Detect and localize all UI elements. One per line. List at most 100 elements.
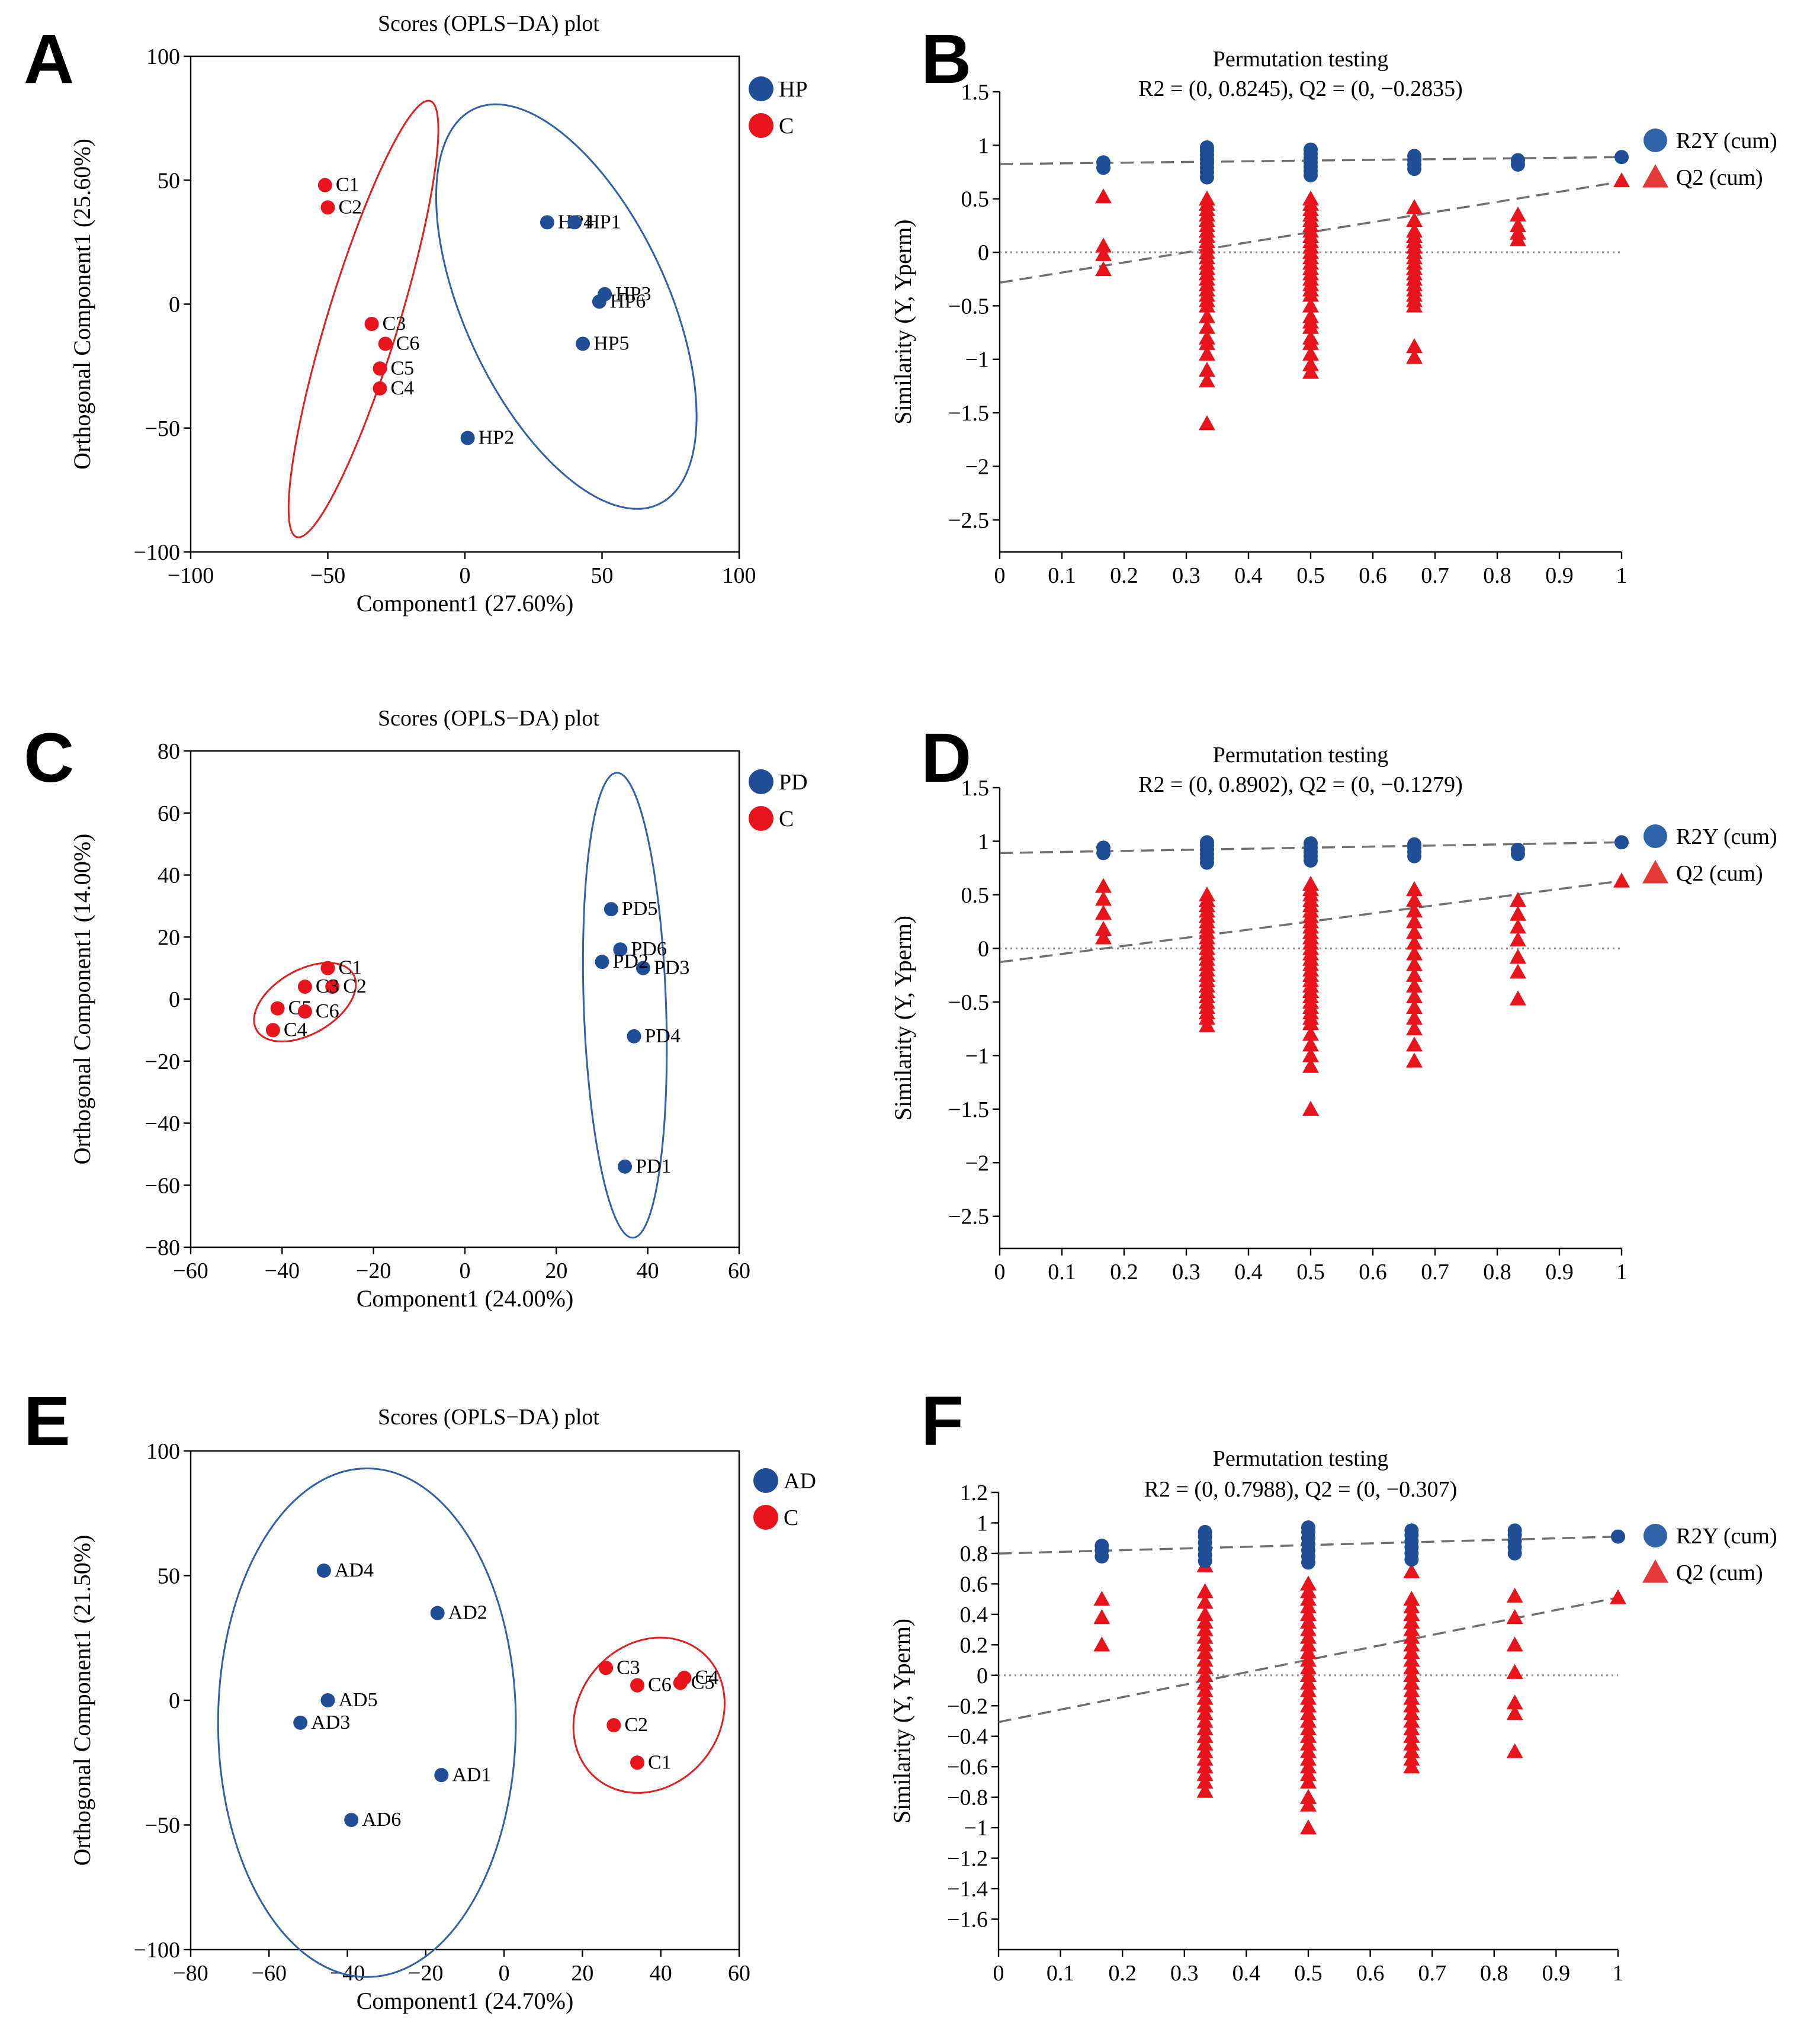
x-tick-label: 0.4 — [1234, 1260, 1263, 1285]
q2-point — [1403, 1606, 1420, 1622]
q2-point — [1406, 988, 1423, 1004]
q2-point — [1196, 1766, 1214, 1781]
y-tick-label: 0.5 — [961, 883, 990, 908]
x-tick-label: 0.5 — [1296, 1260, 1325, 1285]
q2-point — [1509, 948, 1526, 964]
confidence-ellipse — [253, 962, 357, 1043]
score-point — [606, 1718, 621, 1733]
q2-point — [1509, 231, 1526, 246]
legend-label: R2Y (cum) — [1676, 824, 1777, 849]
legend-marker — [749, 113, 773, 138]
q2-point — [1403, 1728, 1420, 1743]
q2-point — [1506, 1705, 1523, 1720]
q2-point — [1403, 1697, 1420, 1713]
point-label: HP2 — [479, 426, 514, 448]
legend-label: C — [779, 807, 794, 831]
q2-point — [1509, 964, 1526, 979]
point-label: HP3 — [615, 283, 651, 305]
r2-point — [1096, 155, 1111, 170]
q2-point — [1196, 1659, 1214, 1675]
y-axis-label: Similarity (Y, Yperm) — [888, 1619, 915, 1823]
q2-point — [1403, 1751, 1420, 1766]
x-tick-label: −40 — [330, 1961, 365, 1986]
q2-point — [1300, 1743, 1317, 1758]
y-tick-label: 0 — [977, 1664, 988, 1688]
x-tick-label: 0 — [499, 1961, 510, 1986]
q2-point — [1403, 1713, 1420, 1728]
confidence-ellipse — [287, 99, 439, 538]
y-tick-label: 20 — [158, 925, 180, 950]
x-tick-label: 100 — [723, 563, 756, 588]
x-tick-label: 0.2 — [1108, 1961, 1137, 1986]
q2-point — [1095, 878, 1112, 893]
score-point — [325, 980, 340, 994]
q2-point — [1406, 891, 1423, 907]
legend-marker — [749, 76, 773, 101]
q2-point — [1300, 1667, 1317, 1682]
legend-marker — [1642, 860, 1668, 884]
q2-point — [1506, 1743, 1523, 1758]
x-tick-label: 0.7 — [1418, 1961, 1446, 1986]
q2-point — [1509, 206, 1526, 222]
legend-marker — [753, 1505, 778, 1530]
chart-title: Permutation testing — [1213, 47, 1389, 72]
y-tick-label: −2.5 — [948, 508, 989, 533]
q2-point — [1302, 297, 1319, 313]
chart-title: Permutation testing — [1213, 1446, 1389, 1471]
score-point — [297, 980, 312, 994]
q2-point — [1406, 1020, 1423, 1036]
q2-point — [1406, 903, 1423, 918]
q2-point — [1300, 1652, 1317, 1667]
y-tick-label: 1.2 — [960, 1481, 988, 1505]
q2-point — [1300, 1690, 1317, 1705]
q2-point — [1403, 1636, 1420, 1652]
y-tick-label: −100 — [134, 1938, 180, 1963]
y-axis-label: Orthogonal Component1 (21.50%) — [69, 1535, 95, 1866]
confidence-ellipse — [582, 772, 668, 1239]
x-tick-label: 0 — [994, 563, 1006, 588]
y-tick-label: −1.2 — [947, 1847, 988, 1871]
point-label: C6 — [648, 1674, 672, 1696]
legend-marker — [1642, 1559, 1668, 1583]
y-tick-label: −2 — [965, 1151, 989, 1176]
y-tick-label: 80 — [158, 739, 180, 764]
q2-point — [1300, 1583, 1317, 1598]
x-axis-label: Component1 (24.70%) — [357, 1988, 574, 2014]
point-label: AD1 — [452, 1764, 491, 1786]
q2-point — [1300, 1766, 1317, 1781]
x-tick-label: 20 — [571, 1961, 593, 1986]
r2-point — [1304, 142, 1318, 157]
score-point — [265, 1023, 280, 1038]
q2-point — [1198, 372, 1215, 388]
point-label: HP1 — [585, 211, 621, 233]
x-tick-label: −80 — [173, 1961, 208, 1986]
point-label: AD5 — [339, 1689, 378, 1711]
q2-point — [1406, 297, 1423, 313]
r2-point — [1507, 1523, 1522, 1538]
y-tick-label: −0.2 — [947, 1694, 988, 1719]
q2-point — [1093, 1636, 1110, 1652]
x-tick-label: 0 — [460, 563, 471, 588]
score-point — [635, 961, 650, 975]
point-label: AD3 — [311, 1712, 350, 1733]
q2-point — [1196, 1613, 1214, 1629]
x-tick-label: 50 — [591, 563, 614, 588]
score-point — [592, 294, 606, 309]
q2-point — [1403, 1674, 1420, 1690]
chart-title: Scores (OPLS−DA) plot — [378, 11, 599, 36]
y-tick-label: −40 — [145, 1112, 180, 1136]
q2-point — [1406, 199, 1423, 214]
q2-point — [1198, 1010, 1215, 1025]
x-tick-label: 1 — [1613, 1961, 1624, 1986]
x-tick-label: 0.6 — [1359, 1260, 1387, 1285]
q2-point — [1196, 1720, 1214, 1736]
y-tick-label: 0 — [169, 987, 180, 1012]
legend-label: C — [784, 1505, 798, 1530]
legend-marker — [753, 1468, 778, 1493]
x-tick-label: −100 — [168, 563, 214, 588]
q2-point — [1300, 1644, 1317, 1659]
score-point — [613, 942, 628, 957]
q2-point — [1196, 1636, 1214, 1652]
x-tick-label: 0.5 — [1294, 1961, 1323, 1986]
q2-point — [1403, 1621, 1420, 1636]
